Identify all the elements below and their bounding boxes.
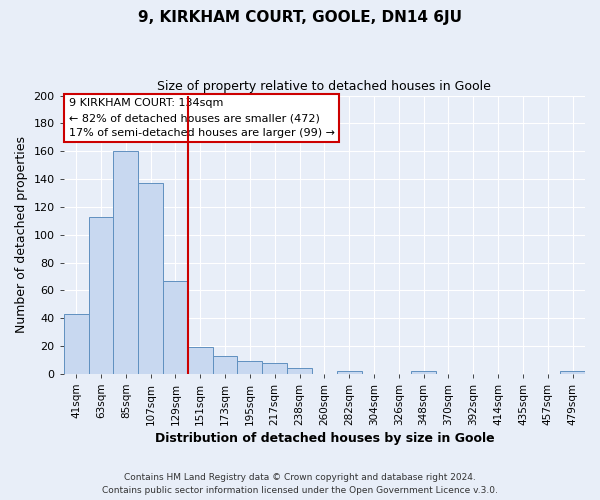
Text: 9 KIRKHAM COURT: 134sqm
← 82% of detached houses are smaller (472)
17% of semi-d: 9 KIRKHAM COURT: 134sqm ← 82% of detache… [69, 98, 335, 138]
Title: Size of property relative to detached houses in Goole: Size of property relative to detached ho… [157, 80, 491, 93]
Bar [238, 362, 262, 374]
X-axis label: Distribution of detached houses by size in Goole: Distribution of detached houses by size … [155, 432, 494, 445]
Bar [188, 348, 212, 374]
Bar [163, 280, 188, 374]
Bar [560, 371, 585, 374]
Bar [337, 371, 362, 374]
Bar [138, 183, 163, 374]
Bar [411, 371, 436, 374]
Bar [64, 314, 89, 374]
Bar [212, 356, 238, 374]
Text: Contains HM Land Registry data © Crown copyright and database right 2024.
Contai: Contains HM Land Registry data © Crown c… [102, 474, 498, 495]
Bar [262, 363, 287, 374]
Bar [287, 368, 312, 374]
Text: 9, KIRKHAM COURT, GOOLE, DN14 6JU: 9, KIRKHAM COURT, GOOLE, DN14 6JU [138, 10, 462, 25]
Bar [113, 151, 138, 374]
Y-axis label: Number of detached properties: Number of detached properties [15, 136, 28, 333]
Bar [89, 216, 113, 374]
